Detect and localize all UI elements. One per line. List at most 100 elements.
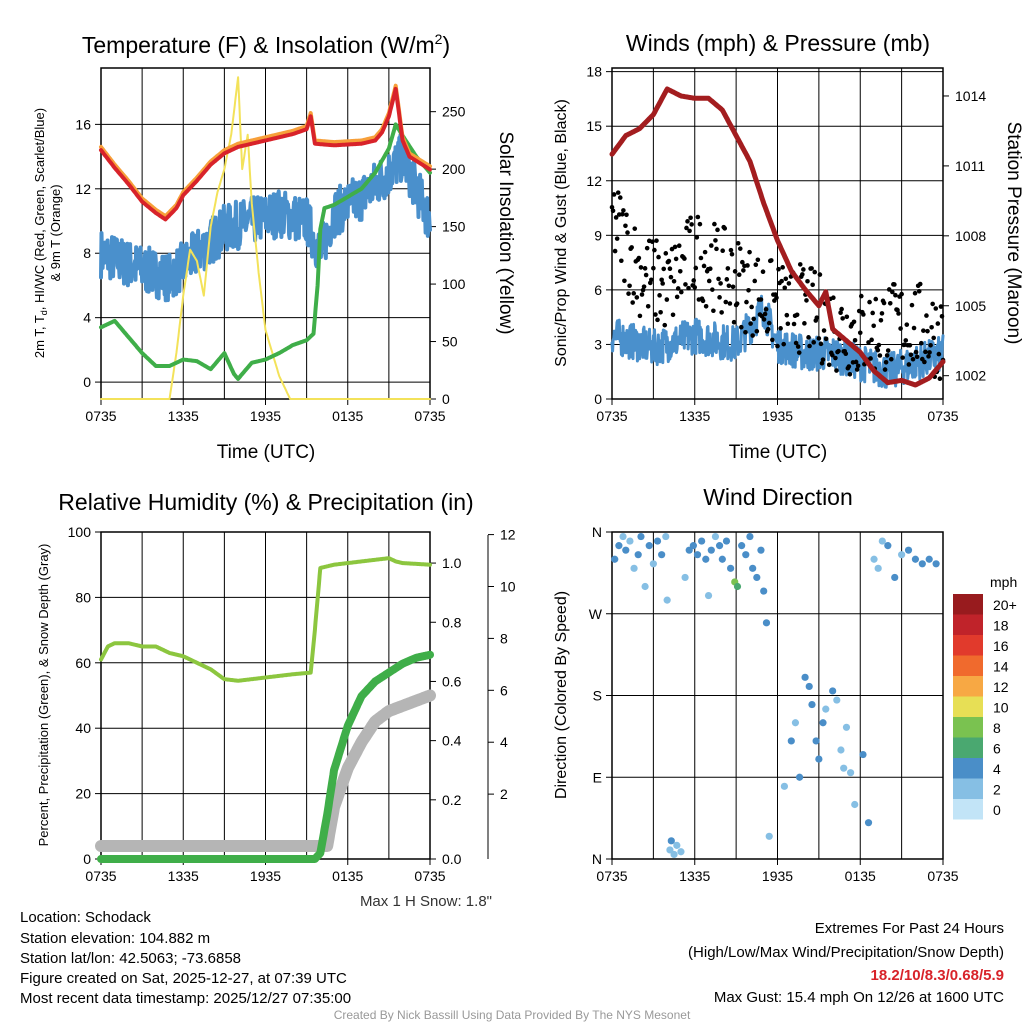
gust-point [643, 272, 649, 278]
gust-point [939, 313, 945, 319]
gust-point [735, 240, 741, 246]
gust-point [676, 243, 682, 248]
gust-point [775, 343, 780, 349]
gust-point [926, 354, 931, 359]
direction-point [870, 555, 878, 563]
direction-point [762, 619, 771, 627]
gust-point [611, 192, 617, 197]
legend-swatch [953, 696, 983, 717]
pressure-y-label: Station Pressure (Maroon) [1003, 122, 1024, 345]
gust-point [762, 311, 768, 317]
gust-point [938, 304, 944, 309]
gust-point [694, 235, 700, 240]
direction-point [681, 573, 689, 582]
gust-point [795, 344, 801, 349]
precip-y-tick-label: 0.6 [442, 673, 462, 689]
gust-point [715, 227, 720, 233]
legend-swatch [953, 717, 983, 738]
gust-point [892, 282, 897, 287]
legend-label: 18 [993, 618, 1009, 634]
gust-point [826, 362, 832, 368]
gust-point [814, 315, 820, 320]
rh-y-tick-label: 0 [83, 851, 91, 867]
x-tick-label: 0135 [332, 868, 363, 884]
gust-point [725, 266, 731, 271]
gust-point [867, 299, 872, 305]
rh-line [99, 556, 432, 683]
direction-point [911, 555, 920, 563]
gust-point [806, 335, 811, 340]
gust-point [816, 336, 822, 341]
direction-point [666, 846, 674, 854]
gust-point [893, 292, 898, 298]
gust-point [801, 267, 806, 272]
direction-point [689, 542, 697, 550]
legend-swatch [953, 737, 983, 758]
gust-point [851, 319, 857, 325]
gust-point [720, 248, 725, 253]
gust-point [846, 364, 852, 369]
direction-point [622, 546, 630, 554]
gust-point [658, 309, 663, 315]
gust-point [697, 221, 703, 227]
gust-point [673, 256, 679, 262]
temp-y-tick-label: 8 [83, 245, 91, 261]
rh-y-tick-label: 60 [75, 655, 91, 671]
x-tick-label: 0735 [414, 408, 445, 424]
direction-point [840, 764, 848, 772]
gust-point [793, 340, 799, 346]
gust-point [899, 291, 904, 297]
gust-point [924, 313, 929, 318]
snow-y-tick-label: 2 [500, 786, 508, 802]
gust-point [632, 226, 638, 231]
legend-label: 12 [993, 679, 1009, 695]
gust-point [626, 291, 631, 296]
direction-point [812, 737, 820, 745]
gust-point [718, 281, 723, 286]
gust-point [746, 287, 751, 293]
gust-point [877, 353, 883, 358]
direction-point [760, 587, 768, 595]
pressure-line [609, 86, 946, 388]
gust-point [781, 341, 787, 347]
gust-point [898, 326, 903, 331]
gust-point [911, 325, 917, 331]
gust-point [752, 278, 758, 284]
extremes: Extremes For Past 24 Hours (High/Low/Max… [688, 920, 1004, 1006]
gust-point [933, 306, 939, 311]
gust-point [698, 255, 704, 261]
gust-point [873, 296, 879, 302]
direction-point [658, 551, 666, 559]
temp-x-label: Time (UTC) [217, 442, 316, 463]
legend-swatch [953, 614, 983, 635]
direction-point [645, 542, 653, 550]
gust-point [684, 225, 689, 231]
gust-point [812, 269, 818, 275]
gust-point [707, 266, 713, 271]
gust-point [917, 281, 923, 287]
gust-point [809, 266, 814, 271]
direction-point [932, 560, 940, 568]
temp-9m-line [99, 83, 432, 219]
gust-point [876, 342, 882, 348]
x-tick-label: 1935 [762, 408, 793, 424]
direction-point [805, 682, 813, 691]
windchill-line [99, 133, 432, 303]
gust-point [652, 247, 657, 253]
gust-point [702, 249, 708, 255]
solar-y-tick-label: 50 [442, 334, 458, 350]
solar-y-label: Solar Insolation (Yellow) [495, 131, 516, 334]
gust-point [630, 300, 635, 305]
direction-point [757, 546, 765, 554]
direction-point [733, 582, 742, 591]
direction-point [711, 532, 720, 541]
gust-point [728, 247, 734, 253]
direction-point [801, 673, 809, 681]
gust-point [903, 338, 909, 343]
gust-point [622, 278, 627, 284]
gust-point [624, 212, 629, 218]
gust-point [666, 258, 672, 264]
gust-point [655, 317, 660, 323]
gust-point [804, 298, 809, 303]
direction-chart-title: Wind Direction [703, 484, 853, 510]
